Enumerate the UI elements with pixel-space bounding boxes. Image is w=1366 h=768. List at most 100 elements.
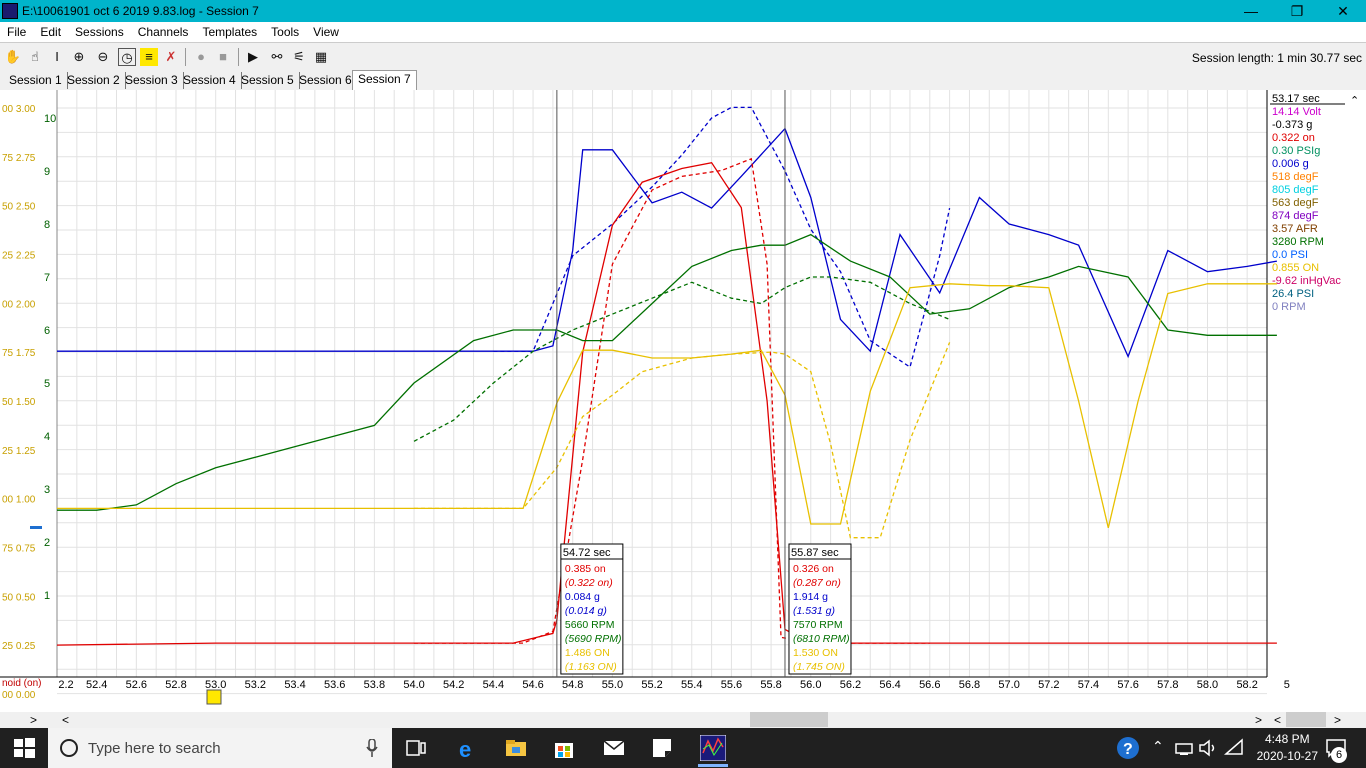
scroll-left-icon[interactable]: < (62, 713, 70, 727)
cursor-value: (1.531 g) (793, 605, 835, 617)
chart-icon[interactable]: ⚟ (293, 49, 305, 64)
cursor-value: 7570 RPM (793, 619, 843, 631)
maximize-button[interactable]: ❐ (1290, 3, 1304, 19)
clear-icon[interactable]: ✗ (165, 49, 177, 64)
table-icon[interactable]: ▦ (314, 49, 328, 64)
taskbar-search[interactable]: Type here to search (48, 728, 392, 768)
x-tick-label: 53.8 (364, 679, 385, 691)
sticky-notes-icon[interactable] (650, 736, 674, 760)
volume-icon[interactable] (1196, 736, 1220, 760)
y-tick-label-outer: 75 1.75 (2, 348, 36, 359)
zoom-out-icon[interactable]: ⊖ (97, 49, 109, 64)
scroll-thumb[interactable] (750, 712, 828, 727)
svg-text:e: e (459, 737, 471, 760)
scroll-right-icon[interactable]: > (30, 713, 38, 727)
store-icon[interactable] (552, 736, 576, 760)
menu-file[interactable]: File (7, 25, 27, 39)
legend-item: 3.57 AFR (1272, 223, 1318, 235)
clock-icon[interactable]: ◷ (118, 48, 136, 66)
task-view-icon[interactable] (404, 736, 428, 760)
y-tick-label-outer: 00 0.00 (2, 690, 36, 701)
menu-view[interactable]: View (313, 25, 339, 39)
tab-session-2[interactable]: Session 2 (62, 72, 126, 89)
scroll-left-icon[interactable]: < (1274, 713, 1282, 727)
cursor-value: 1.914 g (793, 591, 828, 603)
stop-icon[interactable]: ■ (219, 49, 227, 64)
note-icon[interactable]: ≡ (140, 48, 158, 66)
cursor-icon[interactable]: I (55, 49, 59, 64)
x-tick-label: 55.6 (721, 679, 742, 691)
tab-session-7[interactable]: Session 7 (352, 70, 417, 91)
menu-channels[interactable]: Channels (137, 25, 189, 39)
grab-icon[interactable]: ☝ (31, 49, 39, 64)
chart-area[interactable]: 2.2 52.4 52.6 52.8 53.0 53.2 53.4 53.6 53.8 54.0 5… (0, 90, 1366, 712)
tab-session-6[interactable]: Session 6 (294, 72, 358, 89)
series-line (57, 233, 1277, 511)
network-icon[interactable] (1172, 736, 1196, 760)
x-tick-label: 54.4 (483, 679, 504, 691)
horizontal-scrollbars[interactable]: > < > < > (0, 712, 1366, 728)
tab-session-1[interactable]: Session 1 (4, 72, 68, 89)
help-icon[interactable]: ? (1116, 736, 1140, 760)
play-icon[interactable]: ▶ (248, 49, 258, 64)
legend-item: 805 degF (1272, 184, 1319, 196)
menu-edit[interactable]: Edit (40, 25, 62, 39)
scroll-right-icon[interactable]: > (1255, 713, 1263, 727)
series-line (57, 127, 1278, 359)
legend-header: 53.17 sec (1272, 93, 1320, 105)
menu-templates[interactable]: Templates (202, 25, 258, 39)
y-tick-label-outer: 50 1.50 (2, 397, 36, 408)
active-app-indicator (698, 764, 728, 767)
close-button[interactable]: ✕ (1337, 3, 1349, 19)
legend-item: 26.4 PSI (1272, 288, 1314, 300)
minimize-button[interactable]: — (1244, 3, 1258, 19)
tab-session-3[interactable]: Session 3 (120, 72, 184, 89)
cursor-value: 5660 RPM (565, 619, 615, 631)
microphone-icon[interactable] (366, 739, 378, 757)
x-tick-label: 52.4 (86, 679, 107, 691)
x-tick-label: 54.8 (562, 679, 583, 691)
scroll-right-icon[interactable]: > (1334, 713, 1342, 727)
x-tick-label: 56.8 (959, 679, 980, 691)
mail-icon[interactable] (602, 736, 626, 760)
chart-svg[interactable]: 2.2 52.4 52.6 52.8 53.0 53.2 53.4 53.6 53.8 54.0 5… (0, 90, 1366, 712)
edge-browser-icon[interactable]: e (456, 736, 480, 760)
taskbar-clock[interactable]: 4:48 PM 2020-10-27 (1257, 731, 1318, 765)
x-tick-label: 53.2 (245, 679, 266, 691)
y-tick-label-inner: 6 (44, 325, 50, 337)
y-tick-label-outer: 00 1.00 (2, 495, 36, 506)
scroll-thumb[interactable] (1286, 712, 1326, 727)
chevron-up-icon: ⌃ (1350, 95, 1359, 107)
file-explorer-icon[interactable] (504, 736, 528, 760)
series-line (493, 106, 951, 369)
binoculars-icon[interactable]: ⚯ (271, 49, 283, 64)
record-icon[interactable]: ● (197, 49, 205, 64)
app-icon (2, 3, 18, 19)
menu-tools[interactable]: Tools (271, 25, 300, 39)
hand-icon[interactable]: ✋ (4, 49, 22, 64)
search-placeholder: Type here to search (88, 740, 221, 757)
y-tick-label-inner: 10 (44, 113, 56, 125)
wifi-icon[interactable] (1222, 736, 1246, 760)
datalogger-app-icon[interactable] (700, 735, 726, 761)
legend-item: -0.373 g (1272, 119, 1312, 131)
windows-start-icon[interactable] (12, 736, 36, 760)
clock-date: 2020-10-27 (1256, 749, 1318, 763)
legend-item: 0.855 ON (1272, 262, 1319, 274)
x-tick-label: 53.4 (284, 679, 305, 691)
cursor-value: 1.530 ON (793, 647, 838, 659)
y-tick-label-inner: 1 (44, 590, 50, 602)
y-tick-label-outer: 25 1.25 (2, 446, 36, 457)
x-tick-label: 57.6 (1117, 679, 1138, 691)
x-tick-label: 52.6 (126, 679, 147, 691)
tab-session-5[interactable]: Session 5 (236, 72, 300, 89)
x-tick-label: 56.6 (919, 679, 940, 691)
x-tick-label: 53.0 (205, 679, 226, 691)
zoom-in-icon[interactable]: ⊕ (73, 49, 85, 64)
chevron-up-icon[interactable]: ⌃ (1152, 738, 1164, 754)
legend-item: 0 RPM (1272, 301, 1306, 313)
toolbar-divider (238, 48, 239, 66)
tab-session-4[interactable]: Session 4 (178, 72, 242, 89)
x-tick-label: 57.8 (1157, 679, 1178, 691)
menu-sessions[interactable]: Sessions (75, 25, 124, 39)
